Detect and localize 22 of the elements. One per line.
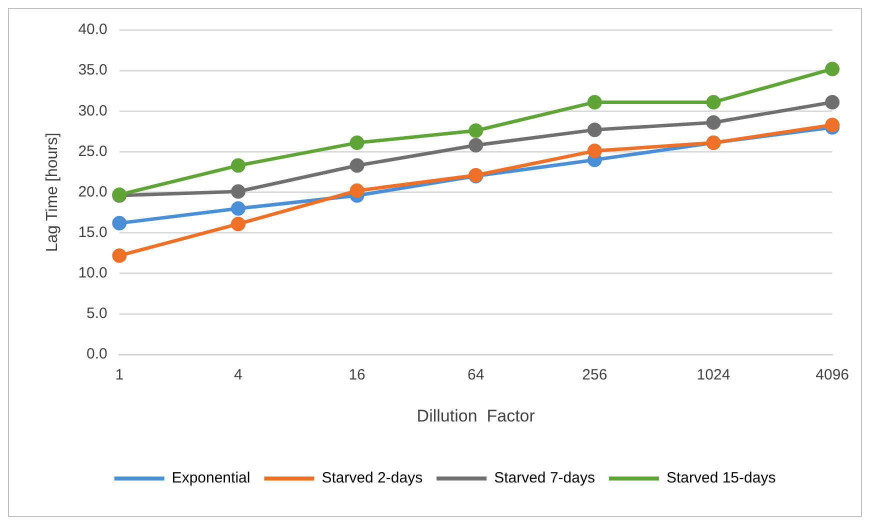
- legend-label: Starved 7-days: [494, 470, 595, 487]
- x-tick-label: 4096: [816, 366, 850, 384]
- x-tick-label: 256: [582, 366, 608, 384]
- x-tick-label: 1024: [696, 366, 730, 384]
- y-tick-label: 40.0: [78, 21, 108, 38]
- x-tick-label: 64: [468, 366, 484, 384]
- y-tick-label: 15.0: [78, 224, 108, 242]
- y-tick-label: 20.0: [78, 183, 108, 200]
- y-tick-label: 0.0: [86, 346, 108, 363]
- y-tick-label: 5.0: [86, 305, 108, 322]
- x-tick-label: 4: [234, 366, 242, 384]
- x-tick-label: 16: [348, 366, 366, 384]
- legend-label: Starved 15-days: [666, 470, 776, 487]
- y-tick-label: 35.0: [78, 62, 108, 79]
- x-tick-label: 1: [115, 366, 124, 384]
- legend-label: Exponential: [172, 470, 250, 487]
- x-axis-title: Dillution Factor: [416, 406, 536, 426]
- y-axis-title: Lag Time [hours]: [44, 132, 62, 252]
- y-tick-label: 30.0: [78, 102, 108, 120]
- legend-label: Starved 2-days: [322, 470, 423, 487]
- y-tick-label: 25.0: [78, 142, 108, 160]
- y-tick-label: 10.0: [78, 264, 108, 282]
